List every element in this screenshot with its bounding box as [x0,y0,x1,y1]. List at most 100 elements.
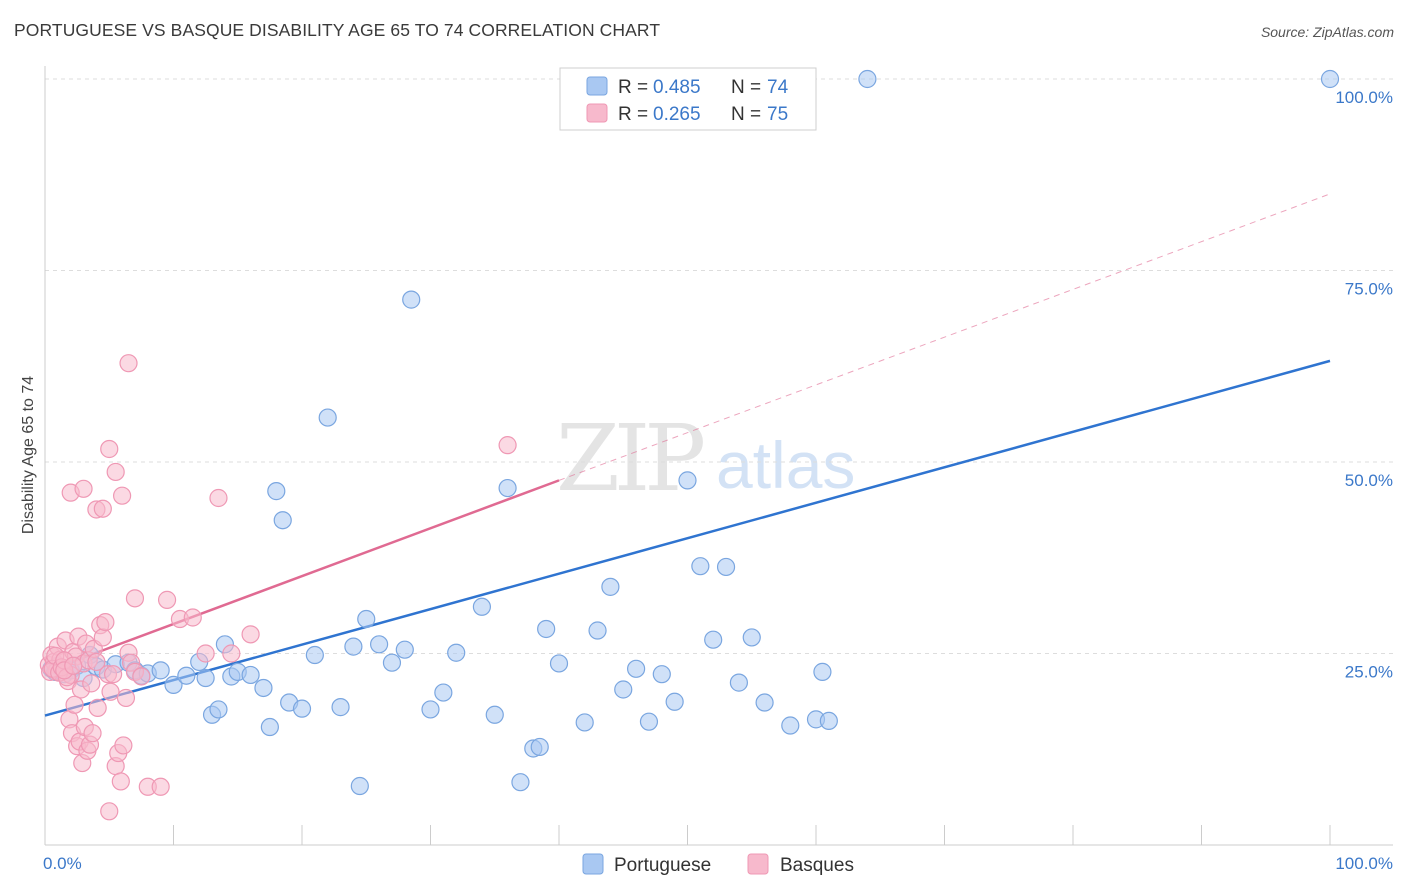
point-portuguese [209,700,228,719]
point-basques [82,674,101,693]
watermark-atlas: atlas [716,428,855,502]
point-basques [241,625,260,644]
data-points [39,69,1340,821]
point-portuguese [742,628,761,647]
point-portuguese [704,630,723,649]
correlation-legend: R = 0.485 N = 74 R = 0.265 N = 75 [559,67,817,131]
y-tick-label: 25.0% [1345,663,1393,682]
trend-line-basques [44,479,560,674]
point-portuguese [177,666,196,685]
legend-label-portuguese: Portuguese [614,855,711,876]
point-portuguese [485,705,504,724]
point-portuguese [530,737,549,757]
point-basques [100,802,119,821]
point-portuguese [588,621,607,640]
point-portuguese [370,635,389,654]
point-portuguese [331,698,350,717]
point-portuguese [254,678,273,698]
point-basques [498,436,517,455]
axes: 25.0% 50.0% 75.0% 100.0% 0.0% 100.0% [43,66,1393,873]
chart-title: PORTUGUESE VS BASQUE DISABILITY AGE 65 T… [14,20,661,40]
point-portuguese [819,711,838,731]
point-portuguese [755,693,774,712]
point-basques [209,488,228,508]
legend-r-value-basques: 0.265 [653,104,701,125]
legend-n-label-portuguese: N = [731,77,761,98]
point-portuguese [260,717,279,737]
y-tick-label: 75.0% [1345,280,1393,299]
legend-swatch-basques-bottom [747,853,769,875]
x-tick-label: 0.0% [43,854,82,873]
point-portuguese [447,643,466,662]
point-portuguese [691,557,710,576]
point-portuguese [601,577,620,596]
point-portuguese [164,675,183,695]
point-portuguese [267,482,286,501]
point-basques [125,589,145,608]
point-portuguese [858,69,877,89]
point-portuguese [402,290,421,309]
point-basques [132,667,151,686]
source-credit: Source: ZipAtlas.com [1260,24,1394,40]
point-portuguese [196,668,215,688]
legend-r-label-portuguese: R = [618,77,648,98]
point-portuguese [498,478,517,498]
legend-n-value-portuguese: 74 [767,77,789,98]
point-basques [196,644,215,663]
legend-swatch-basques [586,103,608,123]
x-tick-label: 100.0% [1335,854,1393,873]
point-basques [93,499,112,518]
point-portuguese [781,716,800,735]
point-basques [104,665,123,684]
point-portuguese [305,645,324,665]
point-basques [101,682,120,701]
point-portuguese [151,661,170,680]
trend-lines [44,193,1331,717]
legend-n-label-basques: N = [731,104,761,125]
point-basques [106,462,125,482]
y-axis-label: Disability Age 65 to 74 [20,376,37,534]
point-portuguese [549,654,569,673]
point-basques [114,736,133,755]
point-portuguese [395,640,414,659]
point-portuguese [639,712,659,731]
legend-label-basques: Basques [780,855,854,876]
point-portuguese [421,700,440,719]
point-basques [183,608,202,627]
point-basques [74,479,93,498]
legend-r-label-basques: R = [618,104,648,125]
point-basques [222,644,241,663]
point-portuguese [665,692,684,711]
point-basques [93,628,112,647]
point-portuguese [575,713,594,732]
point-basques [83,724,102,743]
trend-line-basques-extension [558,193,1331,481]
y-tick-label: 50.0% [1345,471,1393,490]
point-basques [65,695,84,714]
point-basques [111,772,130,791]
point-portuguese [1320,69,1340,89]
point-basques [112,486,132,505]
point-basques [100,439,119,459]
point-portuguese [434,683,453,702]
point-portuguese [729,673,749,692]
legend-r-value-portuguese: 0.485 [653,77,701,98]
point-basques [157,590,177,609]
point-portuguese [241,665,260,685]
trend-line-portuguese [44,359,1331,717]
point-portuguese [614,680,633,699]
watermark: ZIP atlas [556,405,855,512]
point-portuguese [678,471,697,490]
point-portuguese [318,408,337,427]
point-basques [87,652,106,672]
point-portuguese [813,662,832,681]
point-portuguese [511,773,530,792]
watermark-zip: ZIP [556,405,703,512]
point-basques [64,656,83,675]
point-basques [151,777,170,796]
point-portuguese [292,699,312,718]
legend-swatch-portuguese [586,76,608,96]
point-basques [116,688,136,708]
point-basques [119,354,138,373]
